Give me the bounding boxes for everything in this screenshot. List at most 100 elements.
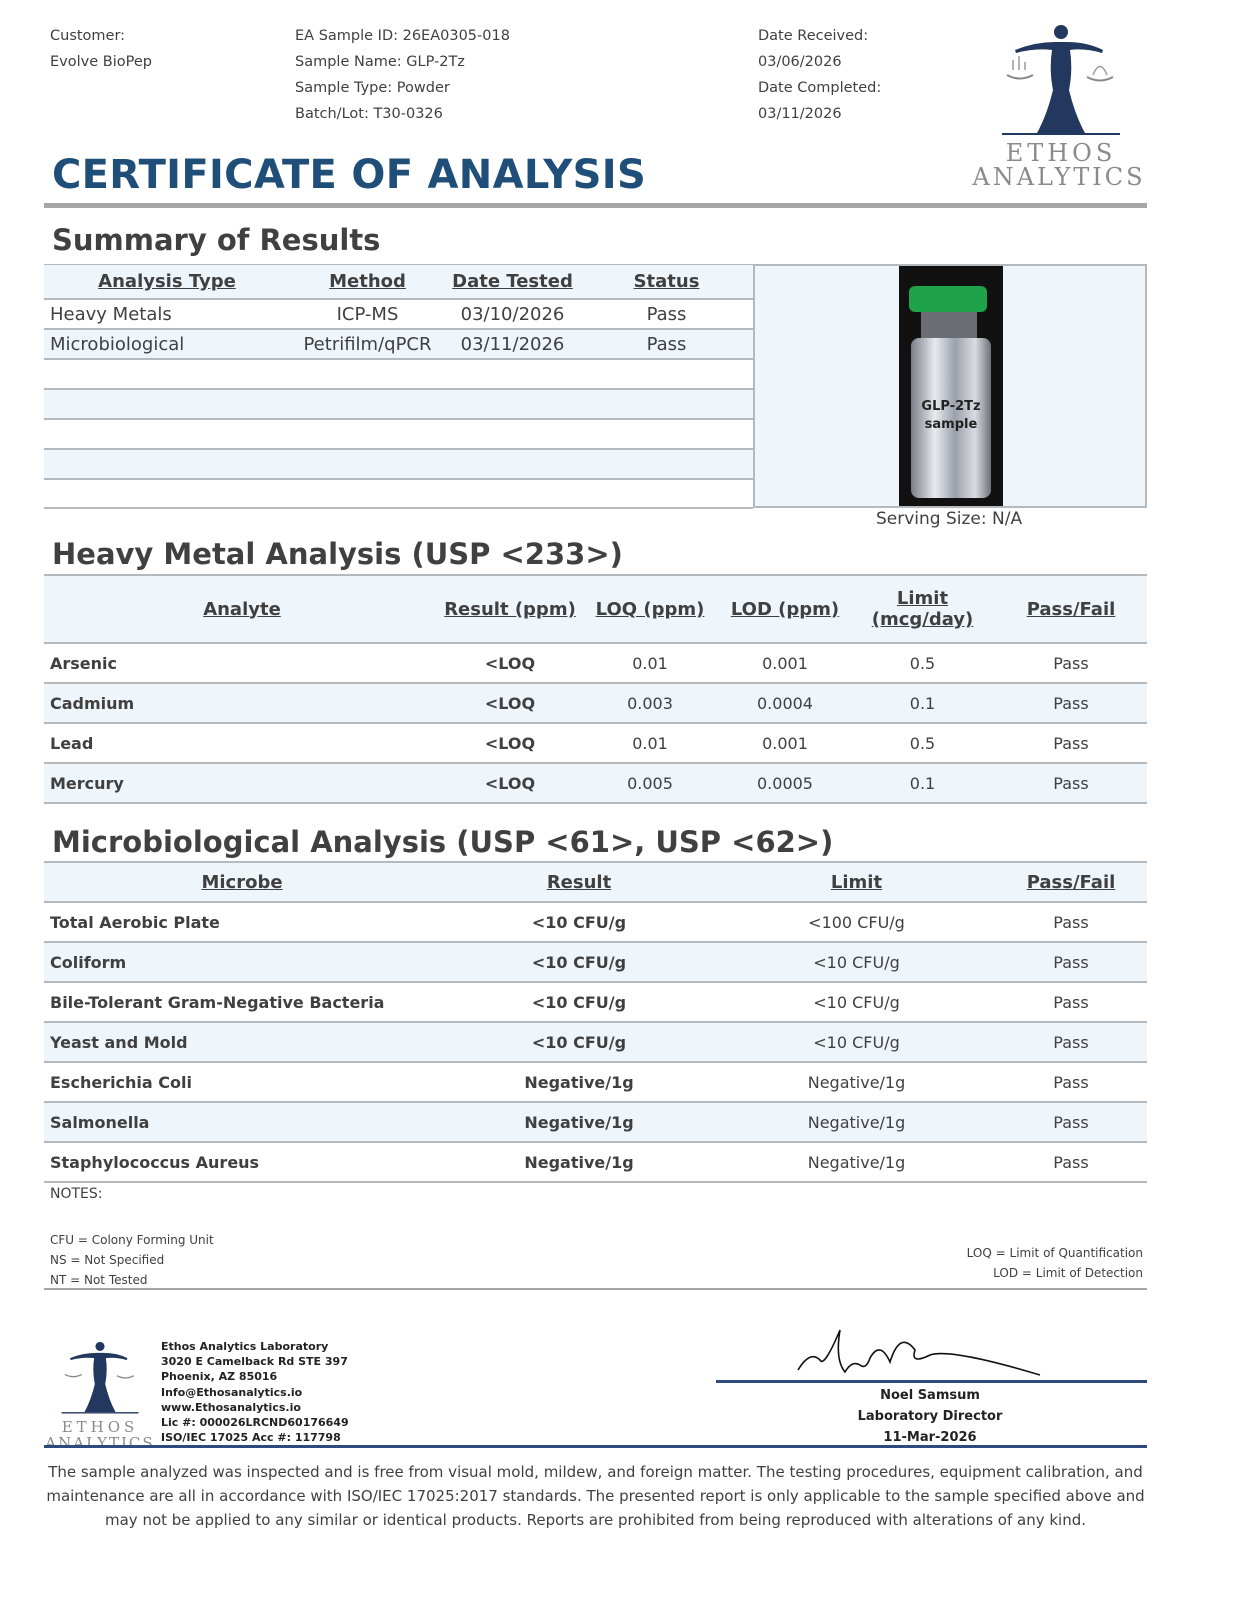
title-divider xyxy=(44,203,1147,208)
signer-name: Noel Samsum xyxy=(880,1388,980,1403)
note-cfu: CFU = Colony Forming Unit xyxy=(50,1233,214,1247)
cell-limit: <100 CFU/g xyxy=(718,902,995,943)
summary-heading: Summary of Results xyxy=(52,223,381,257)
cell-analyte: Arsenic xyxy=(44,643,440,684)
micro-heading: Microbiological Analysis (USP <61>, USP … xyxy=(52,825,834,859)
table-row: Yeast and Mold <10 CFU/g <10 CFU/g Pass xyxy=(44,1022,1147,1063)
date-completed: 03/11/2026 xyxy=(758,106,842,122)
note-ns: NS = Not Specified xyxy=(50,1253,165,1267)
col-limit-line1: Limit xyxy=(896,588,949,609)
cell-microbe: Escherichia Coli xyxy=(44,1062,440,1103)
col-status: Status xyxy=(580,265,753,300)
cell-limit: 0.1 xyxy=(850,683,995,724)
lab-name: Ethos Analytics Laboratory xyxy=(161,1340,329,1353)
col-analysis-type: Analysis Type xyxy=(44,265,290,300)
empty-row xyxy=(44,389,753,420)
table-row: Mercury <LOQ 0.005 0.0005 0.1 Pass xyxy=(44,763,1147,804)
footer-logo: ETHOS ANALYTICS xyxy=(44,1338,156,1451)
cell-loq: 0.01 xyxy=(580,723,720,764)
lab-license: Lic #: 000026LRCND60176649 xyxy=(161,1416,349,1430)
cell: Pass xyxy=(580,329,753,360)
table-row: Coliform <10 CFU/g <10 CFU/g Pass xyxy=(44,942,1147,983)
ethos-logo: ETHOS ANALYTICS xyxy=(972,20,1147,190)
logo-text-analytics: ANALYTICS xyxy=(972,163,1146,191)
cell: Heavy Metals xyxy=(44,299,290,330)
notes-right: LOQ = Limit of Quantification LOD = Limi… xyxy=(967,1243,1143,1283)
table-row: Cadmium <LOQ 0.003 0.0004 0.1 Pass xyxy=(44,683,1147,724)
vial-label-line2: sample xyxy=(924,417,978,432)
cell-loq: 0.01 xyxy=(580,643,720,684)
date-completed-label: Date Completed: xyxy=(758,80,882,96)
disclaimer: The sample analyzed was inspected and is… xyxy=(46,1463,1145,1529)
cell-analyte: Lead xyxy=(44,723,440,764)
dates-block: Date Received: 03/06/2026 Date Completed… xyxy=(758,23,881,127)
cell-result: Negative/1g xyxy=(440,1142,718,1183)
sample-photo: GLP-2Tz sample xyxy=(899,266,1003,506)
table-row: Total Aerobic Plate <10 CFU/g <100 CFU/g Pa… xyxy=(44,902,1147,943)
cell-limit: 0.5 xyxy=(850,723,995,764)
cell-lod: 0.001 xyxy=(720,643,850,684)
cell-result: <LOQ xyxy=(440,763,580,804)
cell-pass-fail: Pass xyxy=(995,643,1147,684)
cell-loq: 0.005 xyxy=(580,763,720,804)
cell-pass-fail: Pass xyxy=(995,1142,1147,1183)
lab-iso: ISO/IEC 17025 Acc #: 117798 xyxy=(161,1431,341,1445)
footer-logo-ethos: ETHOS xyxy=(61,1418,139,1436)
sample-image-box: GLP-2Tz sample xyxy=(753,264,1147,508)
footer-logo-analytics: ANALYTICS xyxy=(45,1434,155,1452)
footer-divider xyxy=(44,1445,1147,1448)
cell-microbe: Staphylococcus Aureus xyxy=(44,1142,440,1183)
cell-limit: Negative/1g xyxy=(718,1142,995,1183)
cell: Petrifilm/qPCR xyxy=(290,329,445,360)
heavy-metals-table: Analyte Result (ppm) LOQ (ppm) LOD (ppm)… xyxy=(44,574,1147,804)
sample-type: Sample Type: Powder xyxy=(295,80,450,96)
table-row: Bile-Tolerant Gram-Negative Bacteria <10 … xyxy=(44,982,1147,1023)
note-loq: LOQ = Limit of Quantification xyxy=(966,1246,1143,1260)
signer-title: Laboratory Director xyxy=(857,1409,1003,1424)
customer-label: Customer: xyxy=(50,28,126,44)
cell-pass-fail: Pass xyxy=(995,1102,1147,1143)
lab-address: Ethos Analytics Laboratory 3020 E Camelb… xyxy=(161,1339,349,1445)
customer-block: Customer: Evolve BioPep xyxy=(50,23,152,75)
cell-microbe: Yeast and Mold xyxy=(44,1022,440,1063)
cell-microbe: Total Aerobic Plate xyxy=(44,902,440,943)
empty-row xyxy=(44,359,753,390)
col-pass-fail: Pass/Fail xyxy=(995,575,1147,644)
cell-microbe: Salmonella xyxy=(44,1102,440,1143)
customer-name: Evolve BioPep xyxy=(50,54,152,70)
col-analyte: Analyte xyxy=(44,575,440,644)
heavy-metals-heading: Heavy Metal Analysis (USP <233>) xyxy=(52,537,623,571)
signer-block: Noel Samsum Laboratory Director 11-Mar-2… xyxy=(716,1385,1144,1448)
sample-id: EA Sample ID: 26EA0305-018 xyxy=(295,28,510,44)
col-loq: LOQ (ppm) xyxy=(580,575,720,644)
serving-size: Serving Size: N/A xyxy=(876,509,1023,529)
table-row: Salmonella Negative/1g Negative/1g Pass xyxy=(44,1102,1147,1143)
cell-pass-fail: Pass xyxy=(995,982,1147,1023)
col-method: Method xyxy=(290,265,445,300)
cell-pass-fail: Pass xyxy=(995,723,1147,764)
cell: 03/10/2026 xyxy=(445,299,580,330)
cell-limit: Negative/1g xyxy=(718,1062,995,1103)
cell-result: <10 CFU/g xyxy=(440,902,718,943)
cell: Microbiological xyxy=(44,329,290,360)
cell-analyte: Mercury xyxy=(44,763,440,804)
hm-header-row: Analyte Result (ppm) LOQ (ppm) LOD (ppm)… xyxy=(44,575,1147,644)
sign-date: 11-Mar-2026 xyxy=(883,1430,977,1445)
cell-result: <10 CFU/g xyxy=(440,942,718,983)
signature-line xyxy=(716,1380,1147,1383)
lady-justice-icon xyxy=(61,1341,139,1414)
cell-lod: 0.0004 xyxy=(720,683,850,724)
col-lod: LOD (ppm) xyxy=(720,575,850,644)
cell: ICP-MS xyxy=(290,299,445,330)
cell-limit: 0.1 xyxy=(850,763,995,804)
table-row: Staphylococcus Aureus Negative/1g Negative… xyxy=(44,1142,1147,1183)
cell-limit: <10 CFU/g xyxy=(718,1022,995,1063)
cell-result: <LOQ xyxy=(440,723,580,764)
col-limit-line2: (mcg/day) xyxy=(871,609,974,630)
cell-lod: 0.0005 xyxy=(720,763,850,804)
lab-email: Info@Ethosanalytics.io xyxy=(161,1385,303,1399)
cell-limit: <10 CFU/g xyxy=(718,982,995,1023)
date-received: 03/06/2026 xyxy=(758,54,842,70)
notes-label: NOTES: xyxy=(50,1186,103,1202)
col-result: Result xyxy=(440,862,718,903)
